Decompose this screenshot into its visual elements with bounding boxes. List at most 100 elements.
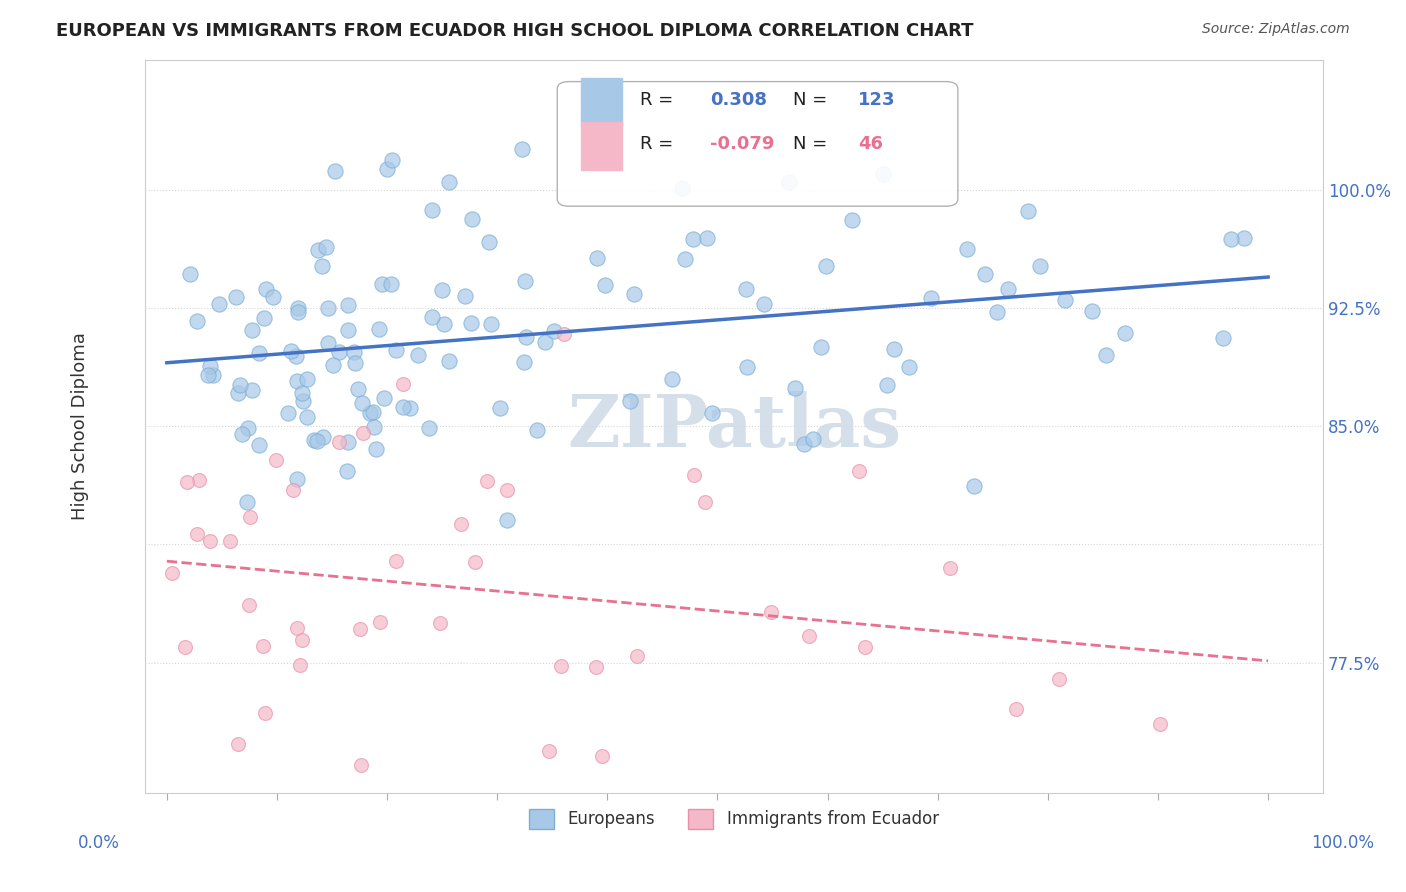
Point	[336, 323, 359, 337]
Point	[848, 465, 870, 479]
Point	[406, 348, 429, 362]
Point	[461, 211, 484, 226]
Point	[526, 423, 548, 437]
Point	[1094, 349, 1116, 363]
Point	[897, 359, 920, 374]
Point	[778, 175, 800, 189]
Point	[173, 640, 195, 655]
Point	[218, 534, 240, 549]
Point	[198, 533, 221, 548]
Point	[380, 277, 402, 291]
Point	[316, 335, 339, 350]
Point	[247, 438, 270, 452]
Point	[1149, 716, 1171, 731]
Point	[801, 432, 824, 446]
Point	[810, 340, 832, 354]
Point	[281, 483, 304, 498]
Point	[543, 324, 565, 338]
Point	[661, 372, 683, 386]
Point	[512, 142, 534, 156]
Point	[287, 305, 309, 319]
Point	[793, 436, 815, 450]
Point	[202, 368, 225, 383]
Point	[347, 382, 370, 396]
Point	[287, 301, 309, 315]
Point	[302, 433, 325, 447]
Point	[368, 322, 391, 336]
Point	[437, 175, 460, 189]
Point	[464, 555, 486, 569]
Point	[361, 405, 384, 419]
Point	[295, 409, 318, 424]
Point	[349, 622, 371, 636]
Point	[1081, 304, 1104, 318]
Point	[420, 310, 443, 324]
Point	[513, 354, 536, 368]
Point	[1004, 702, 1026, 716]
Point	[256, 283, 278, 297]
Point	[359, 406, 381, 420]
Point	[430, 283, 453, 297]
Point	[176, 475, 198, 489]
Point	[1233, 231, 1256, 245]
Point	[240, 323, 263, 337]
Point	[186, 314, 208, 328]
Point	[553, 327, 575, 342]
Point	[368, 615, 391, 630]
Point	[336, 464, 359, 478]
Point	[315, 239, 337, 253]
Text: EUROPEAN VS IMMIGRANTS FROM ECUADOR HIGH SCHOOL DIPLOMA CORRELATION CHART: EUROPEAN VS IMMIGRANTS FROM ECUADOR HIGH…	[56, 22, 974, 40]
Text: Source: ZipAtlas.com: Source: ZipAtlas.com	[1202, 22, 1350, 37]
Point	[231, 426, 253, 441]
Text: ZIPatlas: ZIPatlas	[567, 391, 901, 462]
Point	[285, 621, 308, 635]
Point	[238, 599, 260, 613]
Point	[876, 378, 898, 392]
Point	[872, 167, 894, 181]
Text: 0.0%: 0.0%	[77, 834, 120, 852]
Point	[429, 615, 451, 630]
Point	[974, 267, 997, 281]
Point	[696, 231, 718, 245]
Text: 123: 123	[858, 91, 896, 109]
Point	[328, 345, 350, 359]
Point	[799, 629, 821, 643]
Point	[682, 468, 704, 483]
Point	[939, 560, 962, 574]
Point	[682, 232, 704, 246]
Point	[290, 657, 312, 672]
Point	[547, 833, 569, 847]
Point	[735, 359, 758, 374]
Y-axis label: High School Diploma: High School Diploma	[72, 332, 89, 520]
Point	[595, 278, 617, 293]
Point	[262, 290, 284, 304]
Point	[675, 252, 697, 266]
Point	[239, 510, 262, 524]
Text: N =: N =	[793, 135, 827, 153]
Point	[479, 318, 502, 332]
Point	[585, 660, 607, 674]
Point	[815, 259, 838, 273]
Point	[478, 235, 501, 249]
Point	[1212, 331, 1234, 345]
Text: R =: R =	[640, 135, 673, 153]
Point	[841, 213, 863, 227]
Point	[295, 372, 318, 386]
Point	[496, 513, 519, 527]
Point	[277, 405, 299, 419]
Legend: Europeans, Immigrants from Ecuador: Europeans, Immigrants from Ecuador	[523, 802, 945, 836]
Point	[956, 242, 979, 256]
Point	[208, 297, 231, 311]
Point	[197, 368, 219, 382]
Point	[623, 287, 645, 301]
Point	[700, 406, 723, 420]
Point	[513, 274, 536, 288]
Point	[186, 527, 208, 541]
Point	[418, 421, 440, 435]
Point	[619, 393, 641, 408]
Point	[179, 268, 201, 282]
Point	[1054, 293, 1077, 307]
Point	[1047, 672, 1070, 686]
Point	[188, 473, 211, 487]
Point	[236, 494, 259, 508]
